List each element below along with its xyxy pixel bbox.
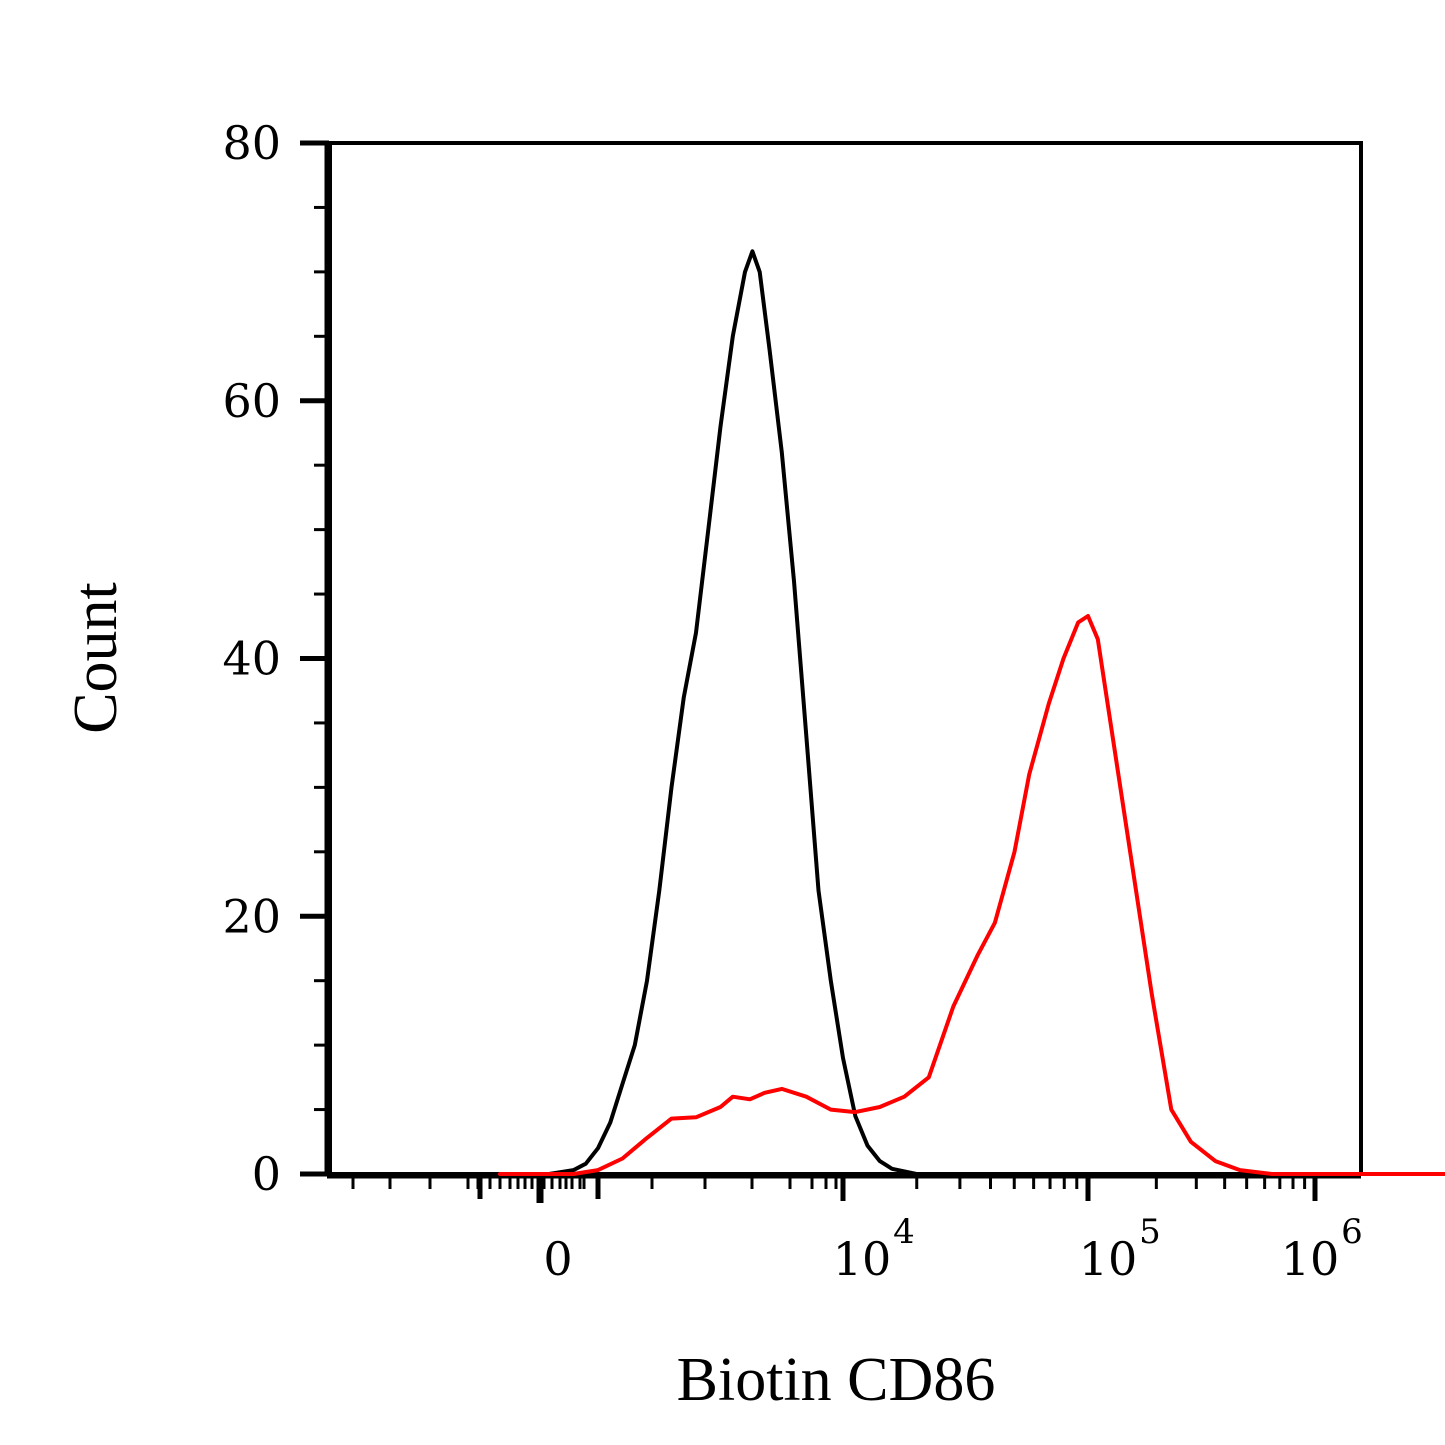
x-tick-exponent: 5 [1139, 1212, 1161, 1252]
x-tick-exponent: 4 [893, 1212, 915, 1252]
x-axis-ticks: 0 10 4 10 5 10 6 [351, 1177, 1363, 1286]
y-axis-ticks: 0 20 40 60 80 [222, 116, 329, 1201]
x-tick-label: 10 [833, 1232, 892, 1286]
x-tick-label: 10 [1079, 1232, 1138, 1286]
y-tick-label: 40 [222, 632, 281, 686]
y-tick-label: 80 [222, 116, 281, 170]
y-tick-label: 20 [222, 889, 281, 943]
series-layer [498, 249, 1445, 1176]
y-tick-label: 60 [222, 374, 281, 428]
x-tick-exponent: 6 [1341, 1212, 1363, 1252]
x-axis-title: Biotin CD86 [677, 1346, 996, 1414]
series-line-0 [498, 249, 1445, 1176]
x-tick-label: 0 [543, 1232, 572, 1286]
x-tick-label: 10 [1281, 1232, 1340, 1286]
y-tick-label: 0 [252, 1147, 281, 1201]
plot-frame [328, 141, 1363, 1176]
series-line-1 [498, 614, 1445, 1176]
y-axis-title: Count [62, 582, 130, 734]
